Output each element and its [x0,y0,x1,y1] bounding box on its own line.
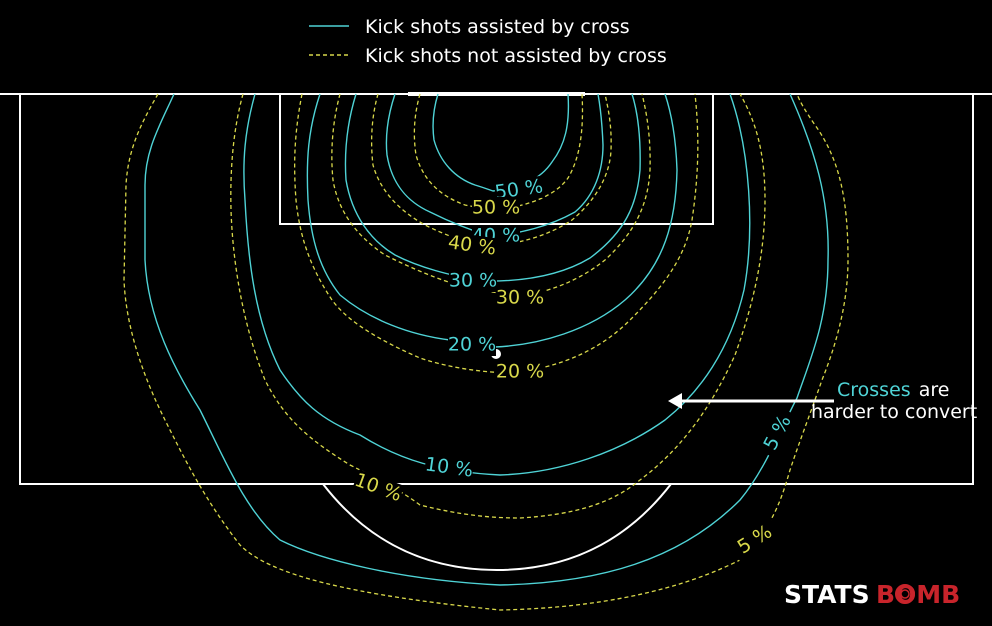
legend: Kick shots assisted by cross Kick shots … [309,16,667,67]
contour-label-group: 30 % [449,270,497,292]
cross-contour-20 [306,93,678,348]
annotation-line1: Crosses are [837,379,949,401]
annotation-rest: are [919,379,950,401]
penalty-arc [322,483,672,572]
contour-label-group: 30 % [496,287,544,309]
six-yard-box [279,93,714,225]
cross-contour-label: 10 % [424,453,475,482]
target-icon-inner [900,589,910,599]
contour-label-bg [446,231,498,261]
contour-label-bg [423,453,475,483]
contour-label-group: 20 % [448,334,496,356]
pitch [0,92,992,572]
contour-label-bg [472,197,520,219]
contour-label-bg [728,517,782,563]
no-cross-contour-20 [294,93,699,374]
contour-label-group: 5 % [728,517,782,563]
legend-label-no-cross: Kick shots not assisted by cross [365,45,667,67]
cross-contour-5 [144,93,829,586]
contour-label-group: 20 % [496,361,544,383]
contour-label-group: 50 % [472,197,520,219]
target-icon [895,584,915,604]
contour-label-bg [449,270,497,292]
contour-label-group: 10 % [351,469,405,507]
annotation-line2: harder to convert [811,401,977,423]
logo-stats: STATS [784,580,870,609]
annotation-arrow-head [668,393,682,409]
statsbomb-logo: STATS BOMB [784,580,960,609]
no-cross-contour-label: 10 % [352,469,405,506]
contour-label-bg [351,469,405,507]
cross-contour-50 [432,93,570,192]
contour-label-bg [757,406,799,460]
no-cross-contour-10 [230,93,766,519]
no-cross-contour-label: 30 % [496,287,544,309]
annotation-highlight: Crosses [837,379,911,401]
no-cross-contour-label: 20 % [496,361,544,383]
contour-label-group: 5 % [757,406,799,460]
contour-label-group: 10 % [423,453,475,483]
contour-label-bg [496,287,544,309]
no-cross-contour-label: 50 % [472,197,520,219]
contour-label-bg [496,361,544,383]
legend-label-cross: Kick shots assisted by cross [365,16,630,38]
logo-bomb: BOMB [876,580,960,609]
no-cross-contour-50 [413,93,584,211]
cross-contour-label: 20 % [448,334,496,356]
cross-contour-label: 30 % [449,270,497,292]
annotation: Crosses are harder to convert [668,379,977,423]
contour-label-bg [448,334,496,356]
